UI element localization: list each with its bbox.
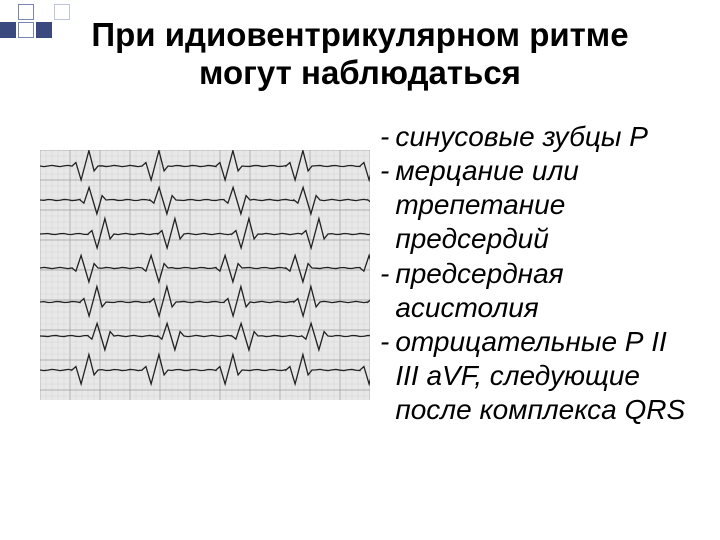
title-line-2: могут наблюдаться (40, 54, 680, 92)
bullet-text: предсердная асистолия (395, 257, 690, 325)
list-item: -мерцание или трепетание предсердий (380, 154, 690, 256)
slide-title: При идиовентрикулярном ритме могут наблю… (40, 16, 680, 92)
bullet-dash: - (380, 120, 395, 154)
decor-square (0, 22, 16, 38)
bullet-list: -синусовые зубцы Р-мерцание или трепетан… (380, 120, 690, 520)
decor-square (18, 4, 34, 20)
bullet-dash: - (380, 257, 395, 325)
bullet-dash: - (380, 325, 395, 427)
bullet-text: мерцание или трепетание предсердий (395, 154, 690, 256)
ecg-image-wrap (40, 120, 370, 520)
decor-square (18, 22, 34, 38)
title-line-1: При идиовентрикулярном ритме (40, 16, 680, 54)
bullet-text: синусовые зубцы Р (395, 120, 690, 154)
list-item: -предсердная асистолия (380, 257, 690, 325)
list-item: -отрицательные Р II III aVF, следующие п… (380, 325, 690, 427)
ecg-strip (40, 150, 370, 400)
list-item: -синусовые зубцы Р (380, 120, 690, 154)
bullet-text: отрицательные Р II III aVF, следующие по… (395, 325, 690, 427)
content-area: -синусовые зубцы Р-мерцание или трепетан… (40, 120, 690, 520)
bullet-dash: - (380, 154, 395, 256)
